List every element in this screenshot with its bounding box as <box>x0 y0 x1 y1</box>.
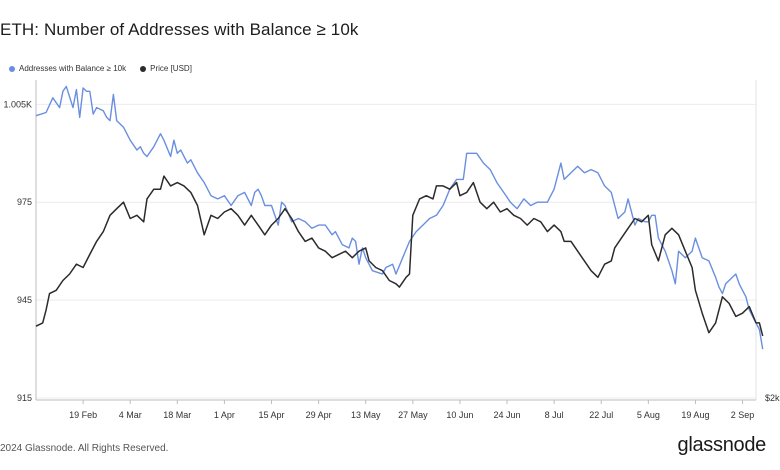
series-line-price <box>35 175 764 337</box>
x-tick-label: 19 Aug <box>681 410 709 420</box>
legend-dot-addresses <box>9 65 15 72</box>
x-tick-label: 8 Jul <box>545 410 564 420</box>
x-tick-label: 24 Jun <box>494 410 521 420</box>
glassnode-logo: glassnode <box>677 434 767 456</box>
legend-label-price: Price [USD] <box>150 64 192 73</box>
x-tick-label: 1 Apr <box>214 410 235 420</box>
series-line-addresses <box>35 85 764 350</box>
y-tick-label: 945 <box>17 295 32 305</box>
legend-dot-price <box>140 65 147 72</box>
x-tick-label: 19 Feb <box>69 410 97 420</box>
x-tick-label: 2 Sep <box>731 410 755 420</box>
x-tick-label: 27 May <box>398 410 428 420</box>
x-tick-label: 5 Aug <box>637 410 660 420</box>
chart-title: ETH: Number of Addresses with Balance ≥ … <box>0 20 359 39</box>
legend: Addresses with Balance ≥ 10k Price [USD] <box>9 64 192 73</box>
y-tick-label: 915 <box>17 393 32 403</box>
legend-item-addresses[interactable]: Addresses with Balance ≥ 10k <box>9 64 126 73</box>
x-tick-label: 13 May <box>351 410 381 420</box>
legend-item-price[interactable]: Price [USD] <box>140 64 192 73</box>
copyright-footer: 2024 Glassnode. All Rights Reserved. <box>0 443 169 454</box>
x-tick-label: 4 Mar <box>119 410 142 420</box>
right-axis-label: $2k <box>765 393 780 403</box>
x-tick-label: 29 Apr <box>306 410 332 420</box>
y-tick-label: 1.005K <box>3 99 32 109</box>
y-tick-label: 975 <box>17 197 32 207</box>
x-tick-label: 15 Apr <box>258 410 284 420</box>
legend-label-addresses: Addresses with Balance ≥ 10k <box>19 64 127 73</box>
x-tick-label: 10 Jun <box>446 410 473 420</box>
x-tick-label: 22 Jul <box>589 410 613 420</box>
x-tick-label: 18 Mar <box>163 410 191 420</box>
